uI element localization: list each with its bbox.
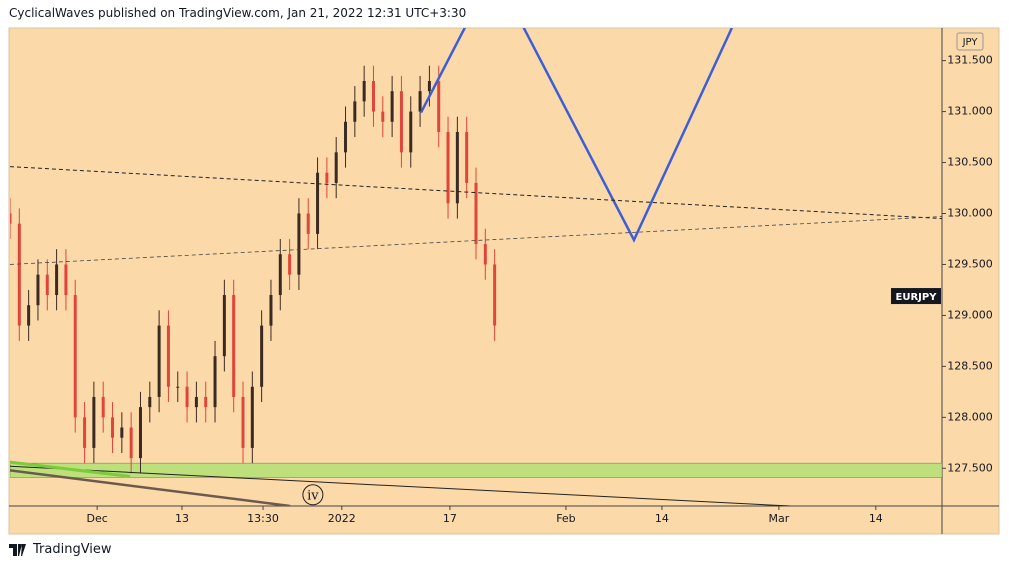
trend-line (419, 28, 733, 243)
y-tick-label: 130.000 (947, 206, 993, 219)
candle-body (399, 91, 403, 153)
zone-band (10, 462, 942, 478)
candle-body (278, 254, 282, 296)
candle-body (241, 396, 245, 448)
axes: 127.500 128.000 128.500 129.000 129.500 130.0… (86, 32, 993, 525)
plot-area: iv (10, 28, 942, 506)
x-tick-label: 13 (175, 512, 189, 525)
candle-body (27, 305, 31, 326)
trend-line (10, 166, 942, 220)
candle-body (176, 386, 180, 388)
candle-body (55, 264, 59, 296)
candle-body (10, 213, 12, 224)
candle-body (101, 396, 105, 418)
candle-body (111, 417, 115, 438)
symbol-tag (891, 288, 941, 305)
candle-body (353, 101, 357, 122)
x-tick-label: Feb (556, 512, 575, 525)
candle-body (194, 396, 198, 408)
candle-body (45, 274, 49, 296)
annotation-label: iv (307, 488, 319, 503)
candle-body (455, 131, 459, 204)
candle-body (138, 407, 142, 459)
y-tick-label: 128.500 (947, 359, 993, 372)
candle-body (157, 325, 161, 397)
candle-body (166, 325, 170, 387)
candle-body (316, 172, 320, 234)
candle-body (437, 80, 441, 132)
candle-body (222, 295, 226, 357)
candle-body (64, 264, 68, 296)
candle-body (232, 295, 236, 397)
candle-body (427, 80, 431, 92)
candle-body (334, 152, 338, 183)
candle-body (288, 254, 292, 275)
y-tick-label: 131.500 (947, 54, 993, 67)
candle-body (17, 223, 21, 326)
x-tick-label: Mar (769, 512, 790, 525)
candle-body (73, 295, 77, 418)
candle-body (390, 91, 394, 122)
candle-body (36, 274, 40, 306)
trend-line (10, 460, 131, 478)
candle-body (465, 131, 469, 183)
trend-line (10, 469, 291, 506)
currency-box (956, 32, 984, 51)
candle-body (213, 356, 217, 408)
candle-body (92, 396, 96, 448)
x-tick-label: 2022 (328, 512, 356, 525)
x-tick-label: 14 (655, 512, 669, 525)
candle-body (474, 182, 478, 245)
candle-body (260, 325, 264, 387)
candle-body (409, 111, 413, 153)
candle-body (306, 213, 310, 234)
trend-line (10, 216, 942, 265)
currency-label: JPY (962, 37, 979, 48)
x-tick-label: Dec (86, 512, 107, 525)
candle-body (446, 131, 450, 204)
candle-body (325, 172, 329, 183)
x-tick-label: 13:30 (247, 512, 279, 525)
tv-logo (9, 543, 26, 556)
candle-body (381, 111, 385, 122)
candle-body (418, 91, 422, 112)
candle-body (185, 386, 189, 408)
y-tick-label: 131.000 (947, 105, 993, 118)
candle-body (297, 213, 301, 275)
footer: TradingView (9, 542, 112, 557)
symbol-label: EURJPY (896, 292, 938, 303)
candle-body (120, 427, 124, 438)
brand: TradingView (33, 542, 112, 557)
candle-body (344, 121, 348, 153)
y-tick-label: 129.000 (947, 308, 993, 321)
trend-line (10, 465, 791, 506)
candle-body (204, 396, 208, 408)
candle-body (129, 427, 133, 459)
candle-body (83, 417, 87, 448)
candle-body (362, 80, 366, 102)
y-tick-label: 130.500 (947, 156, 993, 169)
candle-body (250, 386, 254, 448)
candle-body (483, 244, 487, 265)
annotation-circle (302, 484, 324, 506)
candle-body (493, 264, 497, 326)
candle-body (269, 295, 273, 326)
y-tick-label: 128.000 (947, 410, 993, 423)
publish-header: CyclicalWaves published on TradingView.c… (9, 6, 467, 20)
y-tick-label: 129.500 (947, 257, 993, 270)
y-tick-label: 127.500 (947, 461, 993, 474)
chart-background (8, 27, 1000, 535)
x-tick-label: 14 (869, 512, 883, 525)
candle-body (148, 396, 152, 408)
x-tick-label: 17 (443, 512, 457, 525)
candle-body (371, 80, 375, 112)
